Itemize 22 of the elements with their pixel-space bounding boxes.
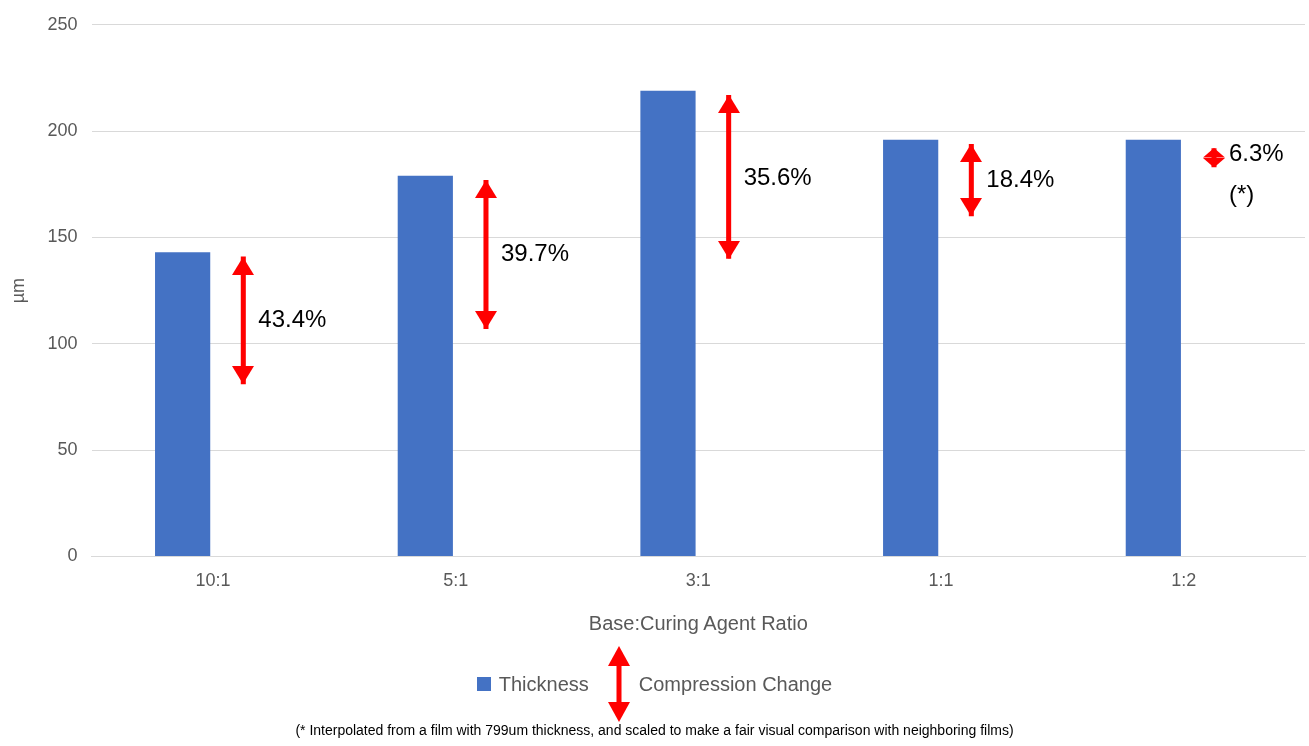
y-tick-label: 200 [47, 120, 78, 141]
x-tick-label: 3:1 [685, 570, 711, 591]
x-tick-label: 5:1 [443, 570, 469, 591]
annotation: (*) [1229, 179, 1255, 207]
y-tick-label: 0 [67, 545, 78, 566]
y-tick-label: 150 [47, 226, 78, 247]
x-tick-label: 1:1 [928, 570, 954, 591]
y-tick-label: 100 [47, 332, 78, 353]
annotation: 18.4% [986, 164, 1055, 192]
x-tick-label: 10:1 [195, 570, 231, 591]
annotation: 43.4% [258, 304, 327, 332]
annotation: 6.3% [1229, 139, 1284, 167]
legend-label: Compression Change [638, 672, 833, 696]
x-axis-title: Base:Curing Agent Ratio [588, 611, 808, 634]
text: (* Interpolated from a film with 799um thickness, and scaled to make a fair visual comparison with neighboring films) [294, 722, 1015, 738]
x-tick-label: 1:2 [1171, 570, 1197, 591]
y-axis-title: µm [7, 277, 28, 304]
annotation: 39.7% [500, 239, 570, 267]
y-tick-label: 250 [47, 13, 78, 34]
y-tick-label: 50 [57, 439, 78, 460]
annotation: 35.6% [743, 162, 812, 190]
legend-label: Thickness [498, 672, 589, 696]
